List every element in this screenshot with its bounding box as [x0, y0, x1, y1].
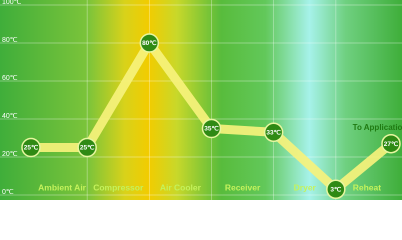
value-label: 3℃ — [330, 186, 342, 194]
point — [21, 137, 41, 158]
y-tick-label: 80℃ — [2, 37, 18, 44]
value-label: 25℃ — [24, 144, 39, 152]
value-label: 80℃ — [142, 39, 157, 47]
y-tick-label: 40℃ — [2, 113, 18, 120]
point — [139, 33, 160, 53]
region-label: Receiver — [225, 182, 261, 192]
chart: 0℃ 20℃ 40℃ 60℃ 80℃ 100℃ Ambient Air Compressor A… — [0, 0, 402, 200]
region-label: Air Cooler — [160, 182, 202, 192]
value-label: 27℃ — [384, 140, 399, 148]
point — [263, 122, 284, 143]
value-label: 35℃ — [204, 125, 219, 133]
annotation: To Application — [353, 123, 402, 132]
point — [381, 133, 401, 154]
point — [326, 179, 346, 200]
region-label: Compressor — [93, 182, 144, 192]
point — [77, 137, 97, 158]
y-tick-label: 60℃ — [2, 75, 18, 82]
region-label: Dryer — [294, 182, 317, 192]
region-label: Reheat — [353, 182, 382, 192]
y-tick-label: 100℃ — [2, 0, 22, 6]
background — [0, 0, 402, 200]
point — [201, 118, 222, 139]
y-tick-label: 20℃ — [2, 151, 18, 158]
value-label: 33℃ — [266, 129, 281, 137]
y-tick-label: 0℃ — [2, 189, 14, 196]
region-label: Ambient Air — [38, 182, 87, 192]
value-label: 25℃ — [80, 144, 95, 152]
